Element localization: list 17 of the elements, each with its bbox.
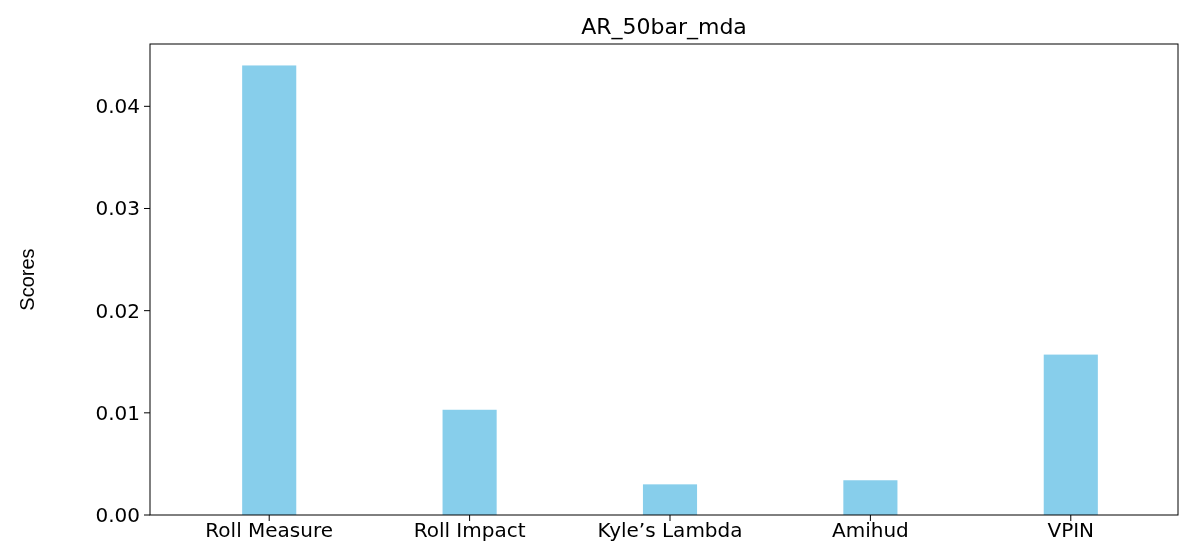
x-tick-label: Amihud xyxy=(832,518,909,542)
chart-title: AR_50bar_mda xyxy=(581,14,747,40)
y-tick-label: 0.03 xyxy=(95,196,140,221)
bar xyxy=(642,484,698,515)
y-tick-label: 0.02 xyxy=(95,298,140,323)
x-tick-label: Kyle’s Lambda xyxy=(597,518,743,542)
y-tick-label: 0.00 xyxy=(95,503,140,527)
y-axis-title: Scores xyxy=(16,248,38,311)
y-tick-label: 0.01 xyxy=(95,400,140,425)
bar xyxy=(242,65,297,515)
y-tick-label: 0.04 xyxy=(95,94,140,119)
x-tick-label: Roll Impact xyxy=(413,518,526,542)
bar xyxy=(1043,354,1098,515)
x-tick-label: VPIN xyxy=(1047,518,1095,542)
bar xyxy=(843,480,898,515)
bar xyxy=(442,409,497,515)
x-tick-label: Roll Measure xyxy=(205,518,334,542)
